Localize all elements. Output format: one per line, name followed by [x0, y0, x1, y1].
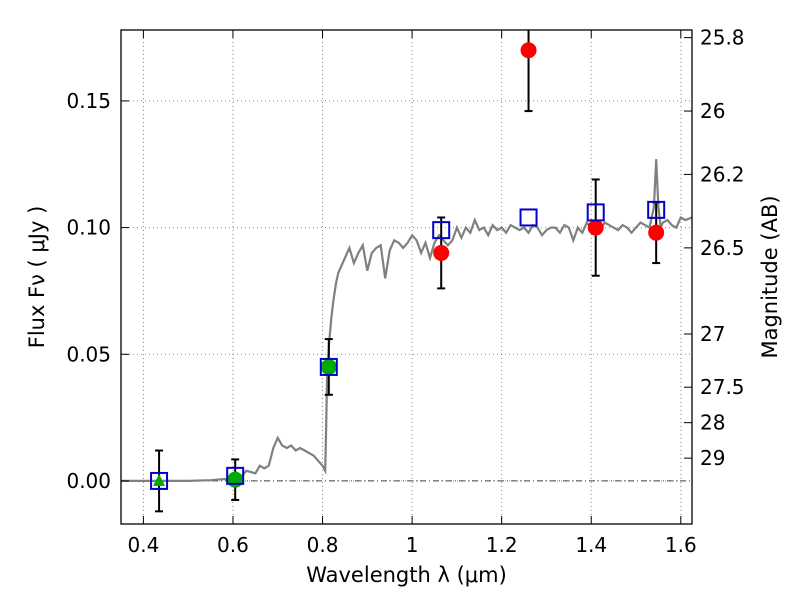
y2-tick-label: 26.5 [700, 236, 745, 260]
model-photometry-square [586, 203, 605, 222]
errorbars [155, 30, 661, 513]
y-tick-label: 0.05 [66, 342, 111, 366]
x-tick-label: 0.4 [127, 533, 159, 557]
x-axis-label: Wavelength λ (μm) [306, 563, 507, 587]
y2-tick-label: 25.8 [700, 26, 745, 50]
x-tick-label: 0.8 [307, 533, 339, 557]
tick-labels: 0.4 0.6 0.8 1 1.2 1.4 1.6 0.00 0.05 0.10 0.15 25.8 2… [66, 26, 744, 557]
y-axis-label: Flux Fν ( μJy ) [25, 206, 49, 349]
observed-triangle [153, 473, 166, 486]
y2-axis-label: Magnitude (AB) [758, 195, 782, 358]
y-tick-label: 0.15 [66, 89, 111, 113]
y2-tick-label: 29 [700, 446, 725, 470]
model-photometry-square [319, 357, 338, 376]
x-tick-label: 1.6 [665, 533, 697, 557]
x-tick-label: 0.6 [217, 533, 249, 557]
observed-point [227, 471, 244, 488]
grid [121, 30, 692, 524]
y2-tick-label: 27.5 [700, 375, 745, 399]
x-tick-label: 1 [406, 533, 419, 557]
model-photometry-square [647, 200, 666, 219]
model-spectrum-line [121, 159, 693, 482]
x-tick-label: 1.4 [575, 533, 607, 557]
observed-point [587, 219, 604, 236]
observed-point [433, 244, 450, 261]
model-photometry-square [519, 208, 538, 227]
axis-ticks [121, 30, 692, 524]
model-photometry-points [150, 200, 666, 490]
y2-tick-label: 26 [700, 99, 725, 123]
observed-point [320, 358, 337, 375]
y2-tick-label: 28 [700, 411, 725, 435]
y-tick-label: 0.10 [66, 216, 111, 240]
x-tick-label: 1.2 [486, 533, 518, 557]
observed-point [520, 42, 537, 59]
y2-tick-label: 26.2 [700, 162, 745, 186]
model-photometry-square [150, 471, 169, 490]
observed-point [648, 224, 665, 241]
model-photometry-square [226, 466, 245, 485]
observed-points [153, 42, 665, 488]
y2-tick-label: 27 [700, 322, 725, 346]
y-tick-label: 0.00 [66, 469, 111, 493]
plot-frame [120, 29, 693, 525]
model-photometry-square [432, 221, 451, 240]
